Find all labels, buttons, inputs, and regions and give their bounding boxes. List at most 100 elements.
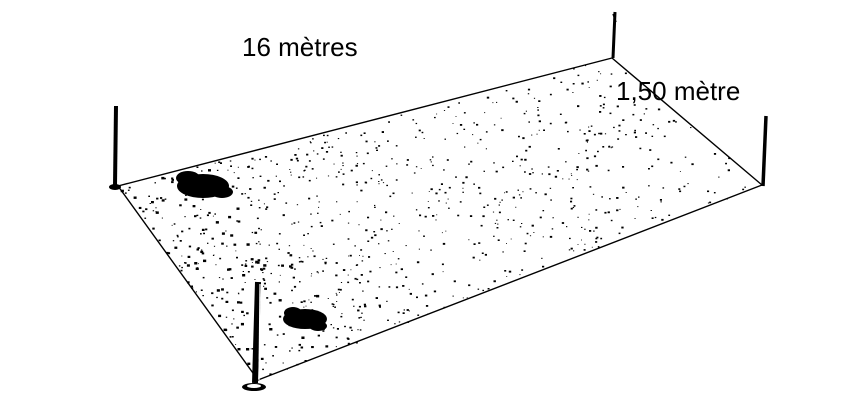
speckle bbox=[527, 93, 530, 95]
speckle bbox=[335, 262, 338, 264]
speckle bbox=[310, 213, 312, 215]
speckle bbox=[430, 161, 432, 163]
speckle bbox=[385, 165, 388, 167]
speckle bbox=[476, 123, 479, 126]
speckle bbox=[302, 176, 305, 178]
speckle bbox=[201, 170, 203, 172]
speckle bbox=[538, 120, 541, 123]
speckle bbox=[362, 255, 364, 257]
speckle bbox=[291, 289, 293, 292]
speckle bbox=[427, 207, 430, 209]
speckle bbox=[415, 209, 418, 211]
speckle bbox=[726, 198, 728, 200]
speckle bbox=[237, 301, 240, 304]
speckle bbox=[570, 200, 573, 203]
speckle bbox=[226, 291, 229, 294]
speckle bbox=[416, 261, 420, 264]
speckle bbox=[365, 140, 368, 143]
speckle bbox=[593, 133, 596, 136]
speckle bbox=[672, 119, 676, 122]
speckle bbox=[561, 222, 565, 224]
speckle bbox=[599, 111, 602, 113]
speckle bbox=[228, 215, 232, 219]
speckle bbox=[469, 215, 473, 217]
speckle bbox=[152, 227, 155, 230]
speckle bbox=[661, 219, 663, 221]
speckle bbox=[535, 192, 537, 194]
speckle bbox=[408, 288, 410, 290]
speckle bbox=[279, 274, 281, 276]
speckle bbox=[236, 207, 240, 210]
speckle bbox=[385, 211, 388, 214]
speckle bbox=[251, 231, 254, 234]
speckle bbox=[227, 169, 229, 171]
speckle bbox=[276, 242, 279, 245]
speckle bbox=[206, 214, 209, 217]
speckle bbox=[395, 271, 398, 274]
speckle bbox=[287, 252, 290, 254]
speckle bbox=[618, 130, 621, 132]
speckle bbox=[292, 276, 295, 279]
speckle bbox=[453, 280, 456, 283]
speckle bbox=[298, 176, 301, 179]
speckle bbox=[585, 65, 587, 67]
speckle bbox=[520, 158, 523, 161]
speckle bbox=[289, 265, 292, 268]
speckle bbox=[567, 130, 569, 133]
speckle bbox=[473, 243, 476, 245]
speckle bbox=[203, 259, 207, 263]
speckle bbox=[436, 214, 438, 216]
speckle bbox=[325, 151, 329, 153]
speckle bbox=[578, 153, 580, 154]
speckle bbox=[472, 134, 474, 136]
speckle bbox=[742, 188, 745, 191]
speckle bbox=[259, 158, 261, 161]
speckle bbox=[256, 261, 260, 264]
speckle bbox=[589, 186, 592, 188]
speckle bbox=[549, 187, 552, 189]
speckle bbox=[331, 146, 334, 148]
speckle bbox=[424, 215, 427, 218]
speckle bbox=[241, 310, 244, 313]
speckle bbox=[256, 217, 259, 220]
speckle bbox=[324, 262, 327, 265]
speckle bbox=[188, 245, 192, 248]
speckle bbox=[393, 215, 395, 217]
speckle bbox=[275, 175, 277, 177]
speckle bbox=[342, 162, 344, 164]
speckle bbox=[316, 195, 318, 197]
speckle bbox=[392, 251, 394, 252]
speckle bbox=[211, 292, 214, 295]
speckle bbox=[584, 228, 586, 230]
speckle bbox=[311, 346, 314, 349]
speckle bbox=[459, 124, 463, 126]
speckle bbox=[318, 206, 320, 208]
speckle bbox=[322, 330, 325, 332]
speckle bbox=[380, 219, 382, 221]
speckle bbox=[572, 92, 574, 93]
speckle bbox=[318, 201, 320, 203]
speckle bbox=[375, 297, 378, 299]
speckle bbox=[458, 102, 460, 104]
speckle bbox=[455, 176, 457, 178]
speckle bbox=[242, 271, 244, 272]
speckle bbox=[155, 211, 157, 213]
speckle bbox=[246, 312, 249, 315]
speckle bbox=[149, 203, 151, 204]
speckle bbox=[260, 229, 262, 231]
speckle bbox=[380, 228, 383, 231]
speckle bbox=[269, 328, 273, 331]
speckle bbox=[279, 180, 281, 183]
speckle bbox=[305, 305, 307, 307]
speckle bbox=[436, 113, 438, 115]
speckle bbox=[659, 199, 662, 201]
speckle bbox=[358, 305, 361, 308]
speckle bbox=[418, 248, 420, 250]
speckle bbox=[360, 316, 362, 318]
speckle bbox=[241, 288, 244, 291]
speckle bbox=[156, 197, 159, 200]
speckle bbox=[305, 165, 308, 168]
speckle bbox=[173, 223, 176, 225]
speckle bbox=[387, 319, 389, 321]
speckle bbox=[427, 201, 429, 202]
